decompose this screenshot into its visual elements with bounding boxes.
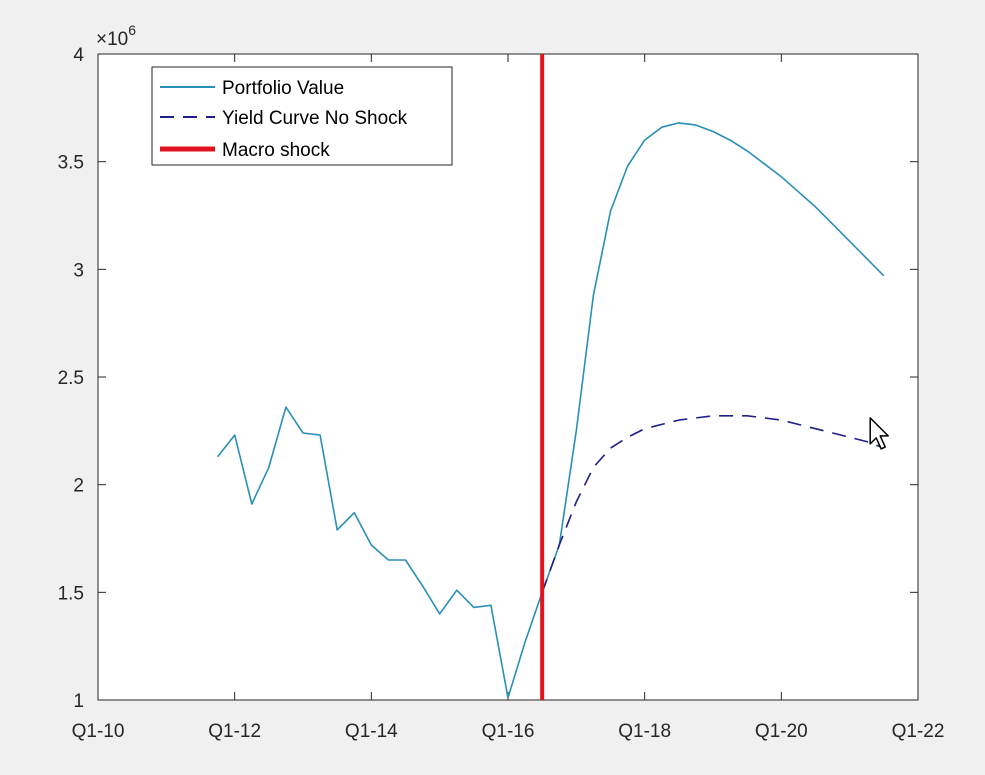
y-tick-label: 1.5 xyxy=(58,583,84,604)
legend-entry-yield-curve-no-shock: Yield Curve No Shock xyxy=(222,108,408,129)
x-tick-label: Q1-16 xyxy=(482,721,535,742)
y-axis-multiplier-base: ×10 xyxy=(96,29,128,50)
y-axis-multiplier-exponent: 6 xyxy=(128,22,136,38)
x-tick-label: Q1-10 xyxy=(72,721,125,742)
x-axis: Q1-10 Q1-12 Q1-14 Q1-16 Q1-18 Q1-20 Q1-22 xyxy=(72,54,945,742)
y-axis-multiplier: ×106 xyxy=(96,22,136,50)
x-tick-label: Q1-22 xyxy=(892,721,945,742)
y-tick-label: 3 xyxy=(73,260,84,281)
series-layer xyxy=(216,54,885,700)
y-axis: 1 1.5 2 2.5 3 3.5 4 xyxy=(58,45,918,712)
x-tick-label: Q1-12 xyxy=(208,721,261,742)
x-tick-label: Q1-20 xyxy=(755,721,808,742)
y-tick-label: 4 xyxy=(73,45,84,66)
series-line-yield-curve-no-shock xyxy=(541,414,885,593)
y-tick-label: 2 xyxy=(73,476,84,497)
legend: Portfolio Value Yield Curve No Shock Mac… xyxy=(151,66,453,166)
legend-entry-macro-shock: Macro shock xyxy=(222,140,330,161)
y-tick-label: 2.5 xyxy=(58,368,84,389)
y-tick-label: 1 xyxy=(73,691,84,712)
legend-entry-portfolio-value: Portfolio Value xyxy=(222,78,344,99)
mouse-pointer-icon xyxy=(869,417,889,450)
x-tick-label: Q1-18 xyxy=(618,721,671,742)
y-tick-label: 3.5 xyxy=(58,153,84,174)
x-tick-label: Q1-14 xyxy=(345,721,398,742)
